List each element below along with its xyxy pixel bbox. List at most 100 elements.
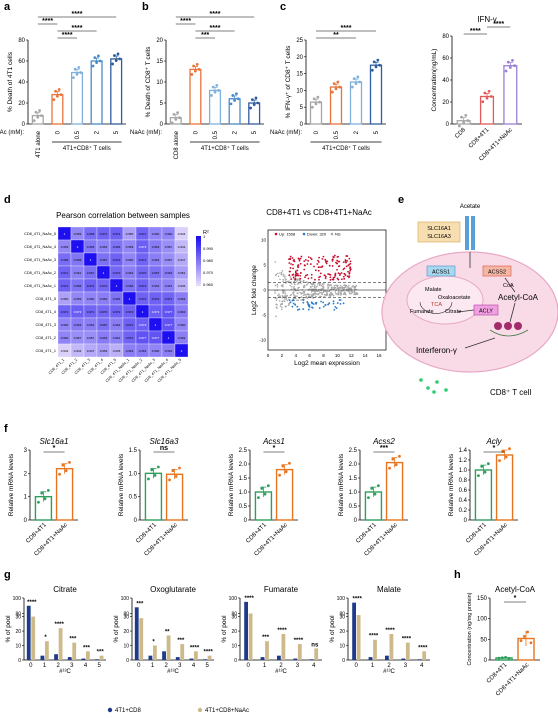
ma-y-tick: 10	[261, 238, 267, 243]
x-tick-label: 5	[252, 130, 258, 134]
ma-point	[325, 293, 328, 296]
heatmap-value: 0.966	[113, 245, 121, 249]
x-tick-label: 4	[84, 663, 88, 669]
heatmap-value: 0.960	[178, 323, 186, 327]
legend-gradient-step	[196, 251, 201, 254]
ma-point-up	[347, 270, 349, 273]
sig-mark: ***	[177, 638, 185, 644]
y-tick-label: 1.0	[459, 468, 468, 474]
x-tick-label: 1	[263, 663, 267, 669]
x-tick-label: 0	[137, 663, 141, 669]
sig-mark: *	[53, 445, 56, 452]
data-point	[260, 487, 264, 490]
legend-tick: 0.970	[203, 270, 214, 275]
legend-gradient-step	[196, 283, 201, 287]
ma-point-up	[289, 267, 292, 269]
ma-point	[292, 291, 295, 293]
ma-point-up	[313, 265, 315, 268]
ma-point	[288, 304, 290, 306]
ma-point	[276, 304, 278, 306]
data-point	[168, 478, 171, 482]
ma-point-down	[302, 301, 305, 304]
sig-mark: ****	[353, 597, 363, 603]
ma-point	[282, 292, 285, 295]
ma-point	[282, 300, 284, 302]
data-point	[466, 119, 470, 123]
legend-gradient-step	[196, 276, 201, 279]
data-point	[59, 93, 63, 96]
ma-point-down	[322, 305, 325, 308]
y-tick-label: 40	[442, 78, 449, 84]
y-tick-label: 2.0	[349, 462, 358, 468]
sig-mark: ns	[160, 445, 168, 452]
data-point	[376, 484, 380, 488]
heatmap-value: 1	[155, 323, 157, 327]
fumarate-label: Fumarate	[410, 309, 434, 315]
ma-point	[336, 287, 338, 290]
heatmap-value: 1	[77, 245, 79, 249]
ma-point-down	[288, 299, 291, 302]
ma-point	[339, 284, 342, 287]
ma-x-tick: 14	[363, 353, 369, 358]
y-tick-label: 10	[296, 88, 303, 94]
ma-point-down	[320, 300, 322, 303]
ma-legend-label: Up: 1508	[279, 232, 296, 237]
bar	[417, 659, 422, 660]
ma-point-up	[304, 264, 306, 267]
ma-point-down	[324, 304, 327, 306]
ma-point	[353, 290, 355, 293]
heatmap-value: 0.965	[74, 258, 82, 262]
ma-point-up	[288, 274, 291, 277]
data-point	[54, 89, 58, 93]
y-tick-label: 0.5	[239, 504, 248, 510]
data-point	[504, 455, 508, 459]
ma-point-down	[306, 301, 309, 303]
heatmap-value: 0.970	[100, 310, 108, 314]
heatmap-value: 0.963	[165, 271, 173, 275]
bar	[244, 601, 248, 660]
x-tick-label: 2	[233, 130, 239, 134]
ma-point-up	[320, 266, 323, 269]
heatmap-value: 0.961	[165, 284, 173, 288]
y-tick-label: 0.5	[349, 504, 358, 510]
heatmap-value: 0.947	[178, 258, 186, 262]
ma-point	[303, 279, 305, 282]
y-tick-label: 80	[15, 612, 21, 618]
x-axis-label: #¹³C	[383, 669, 395, 675]
gene-title: Acss1	[262, 437, 285, 446]
x-prefix: NaAc (mM):	[0, 130, 24, 136]
bar	[90, 60, 103, 125]
heatmap-title: Pearson correlation between samples	[56, 211, 190, 220]
ma-point	[298, 286, 300, 289]
data-point	[352, 77, 356, 81]
ma-point	[307, 293, 309, 295]
heatmap-value: 0.959	[126, 245, 134, 249]
bar	[55, 467, 74, 521]
bar	[189, 68, 202, 125]
ma-point	[293, 280, 295, 283]
heatmap-value: 0.967	[152, 271, 160, 275]
bar	[31, 616, 36, 660]
heatmap-value: 0.972	[61, 284, 69, 288]
sig-mark: ****	[72, 25, 83, 32]
x-tick-label: 2	[387, 663, 391, 669]
heatmap-value: 0.972	[113, 232, 121, 236]
ma-point	[299, 291, 301, 294]
ma-point-up	[349, 266, 351, 268]
ma-point-up	[338, 274, 341, 277]
y-axis-label: % of pool	[329, 615, 336, 643]
slc16a3-label: SLC16A3	[427, 234, 451, 240]
y-tick-label: 100	[121, 596, 130, 602]
sig-mark: ***	[97, 650, 105, 656]
x-axis-label: #¹³C	[167, 669, 179, 675]
ma-point	[289, 284, 292, 287]
malate-label: Malate	[425, 287, 442, 293]
heatmap-row-label: CD8_4T1_NaAc_1	[24, 284, 56, 288]
bar	[248, 613, 253, 660]
ma-point-up	[307, 277, 310, 280]
ma-point	[311, 290, 314, 292]
ma-point	[296, 278, 299, 280]
data-point	[370, 68, 374, 72]
